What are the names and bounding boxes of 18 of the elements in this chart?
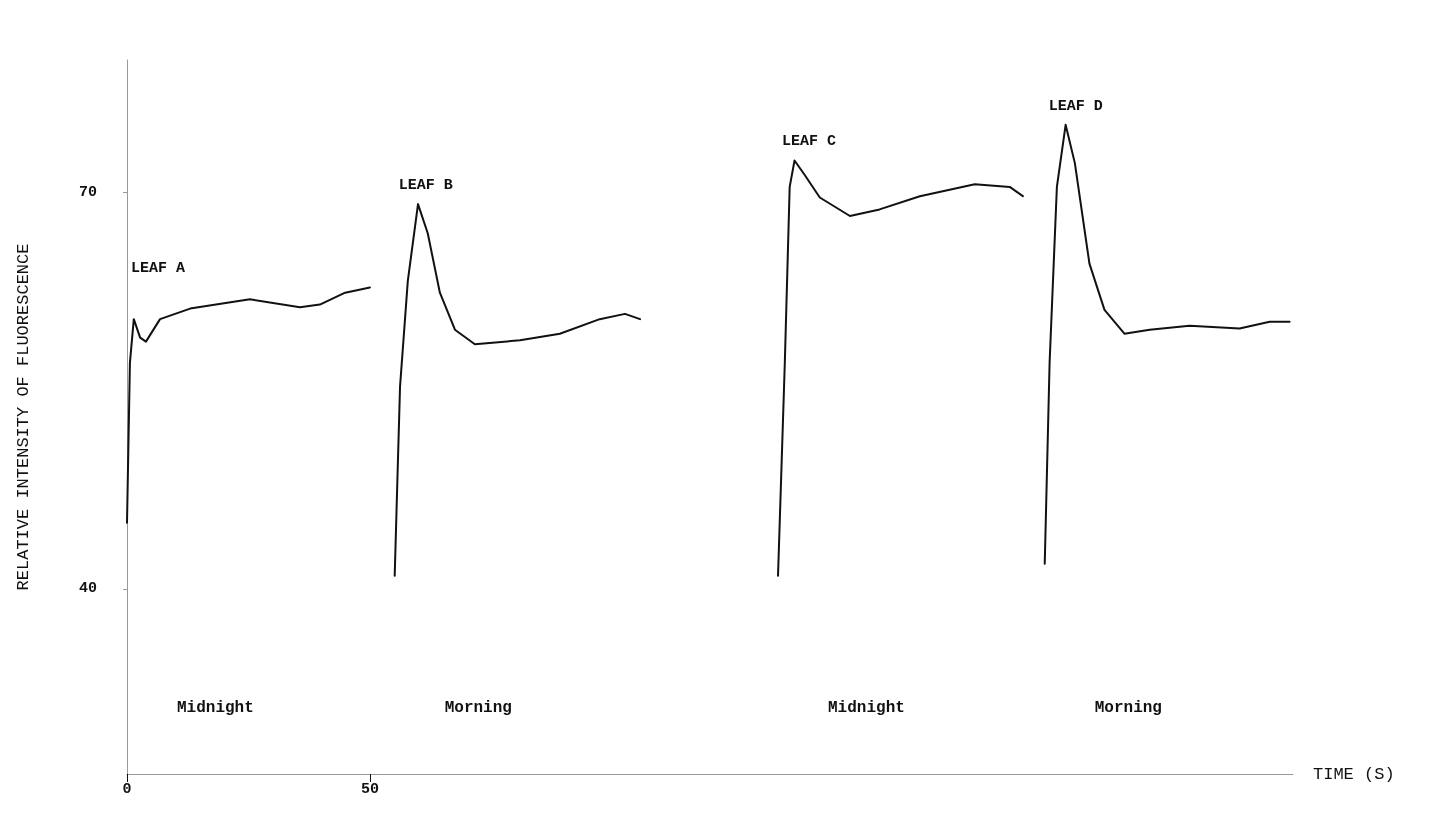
line-series xyxy=(393,203,642,577)
line-series xyxy=(126,286,371,524)
y-axis-title: RELATIVE INTENSITY OF FLUORESCENCE xyxy=(14,243,33,591)
x-tick-label: 0 xyxy=(122,781,132,798)
y-tick-label: 40 xyxy=(78,580,97,598)
series-label: LEAF C xyxy=(782,133,837,151)
annotation: Midnight xyxy=(828,699,905,717)
x-tick-label: 50 xyxy=(360,781,379,798)
y-tick-label: 70 xyxy=(78,183,97,201)
series-label: LEAF B xyxy=(398,177,453,195)
annotation: Morning xyxy=(444,699,512,717)
line-series xyxy=(1043,123,1291,565)
series-label: LEAF D xyxy=(1048,97,1103,115)
annotation: Midnight xyxy=(177,699,254,717)
text: LEAF A xyxy=(131,260,186,278)
x-axis-title: TIME (S) xyxy=(1313,764,1395,784)
annotation: Morning xyxy=(1094,699,1162,717)
line-series xyxy=(777,159,1024,577)
